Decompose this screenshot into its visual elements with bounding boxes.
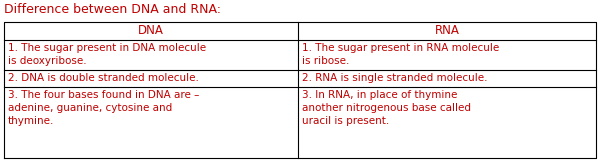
Text: 3. The four bases found in DNA are –
adenine, guanine, cytosine and
thymine.: 3. The four bases found in DNA are – ade…	[8, 90, 199, 126]
Text: 2. RNA is single stranded molecule.: 2. RNA is single stranded molecule.	[302, 73, 487, 83]
Text: 1. The sugar present in DNA molecule
is deoxyribose.: 1. The sugar present in DNA molecule is …	[8, 43, 206, 66]
Text: RNA: RNA	[434, 24, 460, 37]
Text: Difference between DNA and RNA:: Difference between DNA and RNA:	[4, 3, 221, 16]
Text: 3. In RNA, in place of thymine
another nitrogenous base called
uracil is present: 3. In RNA, in place of thymine another n…	[302, 90, 471, 126]
Text: DNA: DNA	[138, 24, 164, 37]
Text: 2. DNA is double stranded molecule.: 2. DNA is double stranded molecule.	[8, 73, 199, 83]
Text: 1. The sugar present in RNA molecule
is ribose.: 1. The sugar present in RNA molecule is …	[302, 43, 499, 66]
